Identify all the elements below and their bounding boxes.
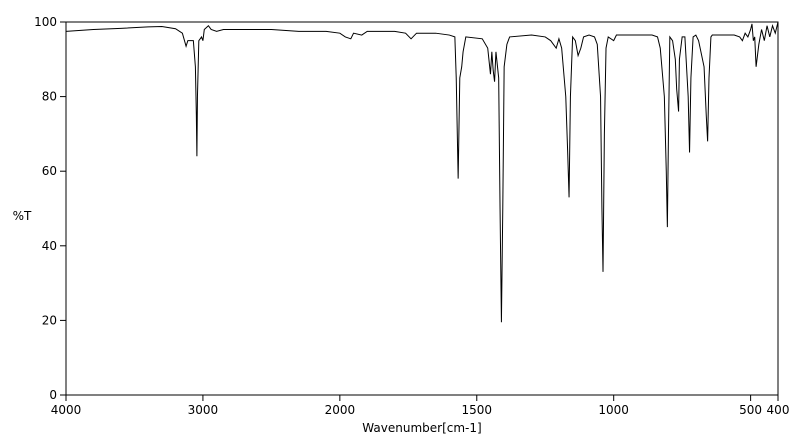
y-axis-label: %T: [13, 209, 32, 223]
x-tick-label: 3000: [188, 403, 219, 417]
y-tick-label: 100: [34, 15, 57, 29]
spectrum-line: [65, 21, 779, 323]
x-tick-label: 1000: [598, 403, 629, 417]
y-tick-label: 40: [42, 239, 57, 253]
x-tick-label: 400: [767, 403, 790, 417]
y-tick-label: 20: [42, 313, 57, 327]
plot-frame: [65, 21, 779, 396]
x-tick-label: 1500: [461, 403, 492, 417]
y-tick-label: 80: [42, 90, 57, 104]
y-tick-label: 60: [42, 164, 57, 178]
x-tick-label: 500: [739, 403, 762, 417]
y-tick-label: 0: [49, 388, 57, 402]
x-tick-label: 2000: [325, 403, 356, 417]
x-axis-label: Wavenumber[cm-1]: [362, 421, 481, 435]
x-tick-label: 4000: [51, 403, 82, 417]
